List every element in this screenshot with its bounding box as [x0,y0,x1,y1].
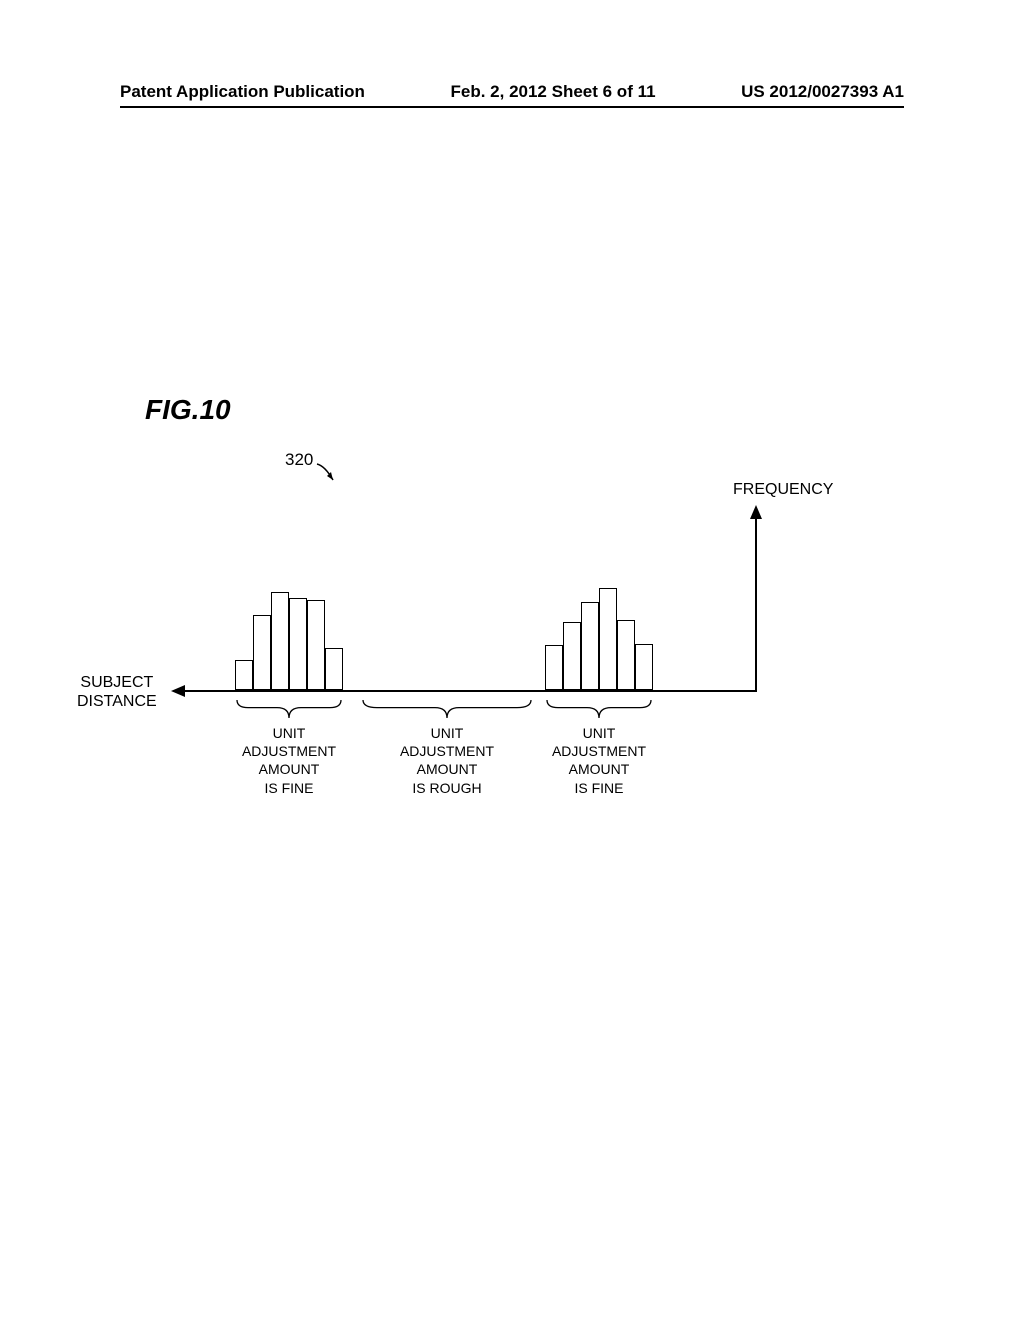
page-header: Patent Application Publication Feb. 2, 2… [0,82,1024,108]
histogram-bar [599,588,617,690]
x-axis-label-line2: DISTANCE [77,693,157,710]
brace-label: UNITADJUSTMENTAMOUNTIS ROUGH [347,724,547,797]
brace-label: UNITADJUSTMENTAMOUNTIS FINE [531,724,667,797]
y-axis-label: FREQUENCY [733,480,833,499]
brace-icon [545,698,653,725]
brace-icon [361,698,533,725]
x-axis-arrowhead [171,685,185,697]
histogram-bar [617,620,635,690]
histogram-chart: FREQUENCY SUBJECT DISTANCE UNITADJUSTMEN… [175,480,795,820]
y-axis [755,517,757,692]
header-row: Patent Application Publication Feb. 2, 2… [120,82,904,102]
histogram-bar [325,648,343,690]
x-axis-label: SUBJECT DISTANCE [77,673,157,711]
y-axis-arrowhead [750,505,762,519]
histogram-bar [545,645,563,690]
header-right: US 2012/0027393 A1 [741,82,904,102]
x-axis-label-line1: SUBJECT [80,674,153,691]
brace-label: UNITADJUSTMENTAMOUNTIS FINE [221,724,357,797]
histogram-bar [235,660,253,690]
histogram-bar [289,598,307,690]
figure-label: FIG.10 [145,394,231,426]
histogram-bar [563,622,581,690]
histogram-bar [253,615,271,690]
reference-number: 320 [285,450,313,470]
histogram-bar [307,600,325,690]
header-rule [120,106,904,108]
brace-icon [235,698,343,725]
histogram-bar [635,644,653,690]
header-left: Patent Application Publication [120,82,365,102]
x-axis-baseline [183,690,755,692]
header-center: Feb. 2, 2012 Sheet 6 of 11 [451,82,656,102]
histogram-bar [581,602,599,690]
histogram-bar [271,592,289,690]
